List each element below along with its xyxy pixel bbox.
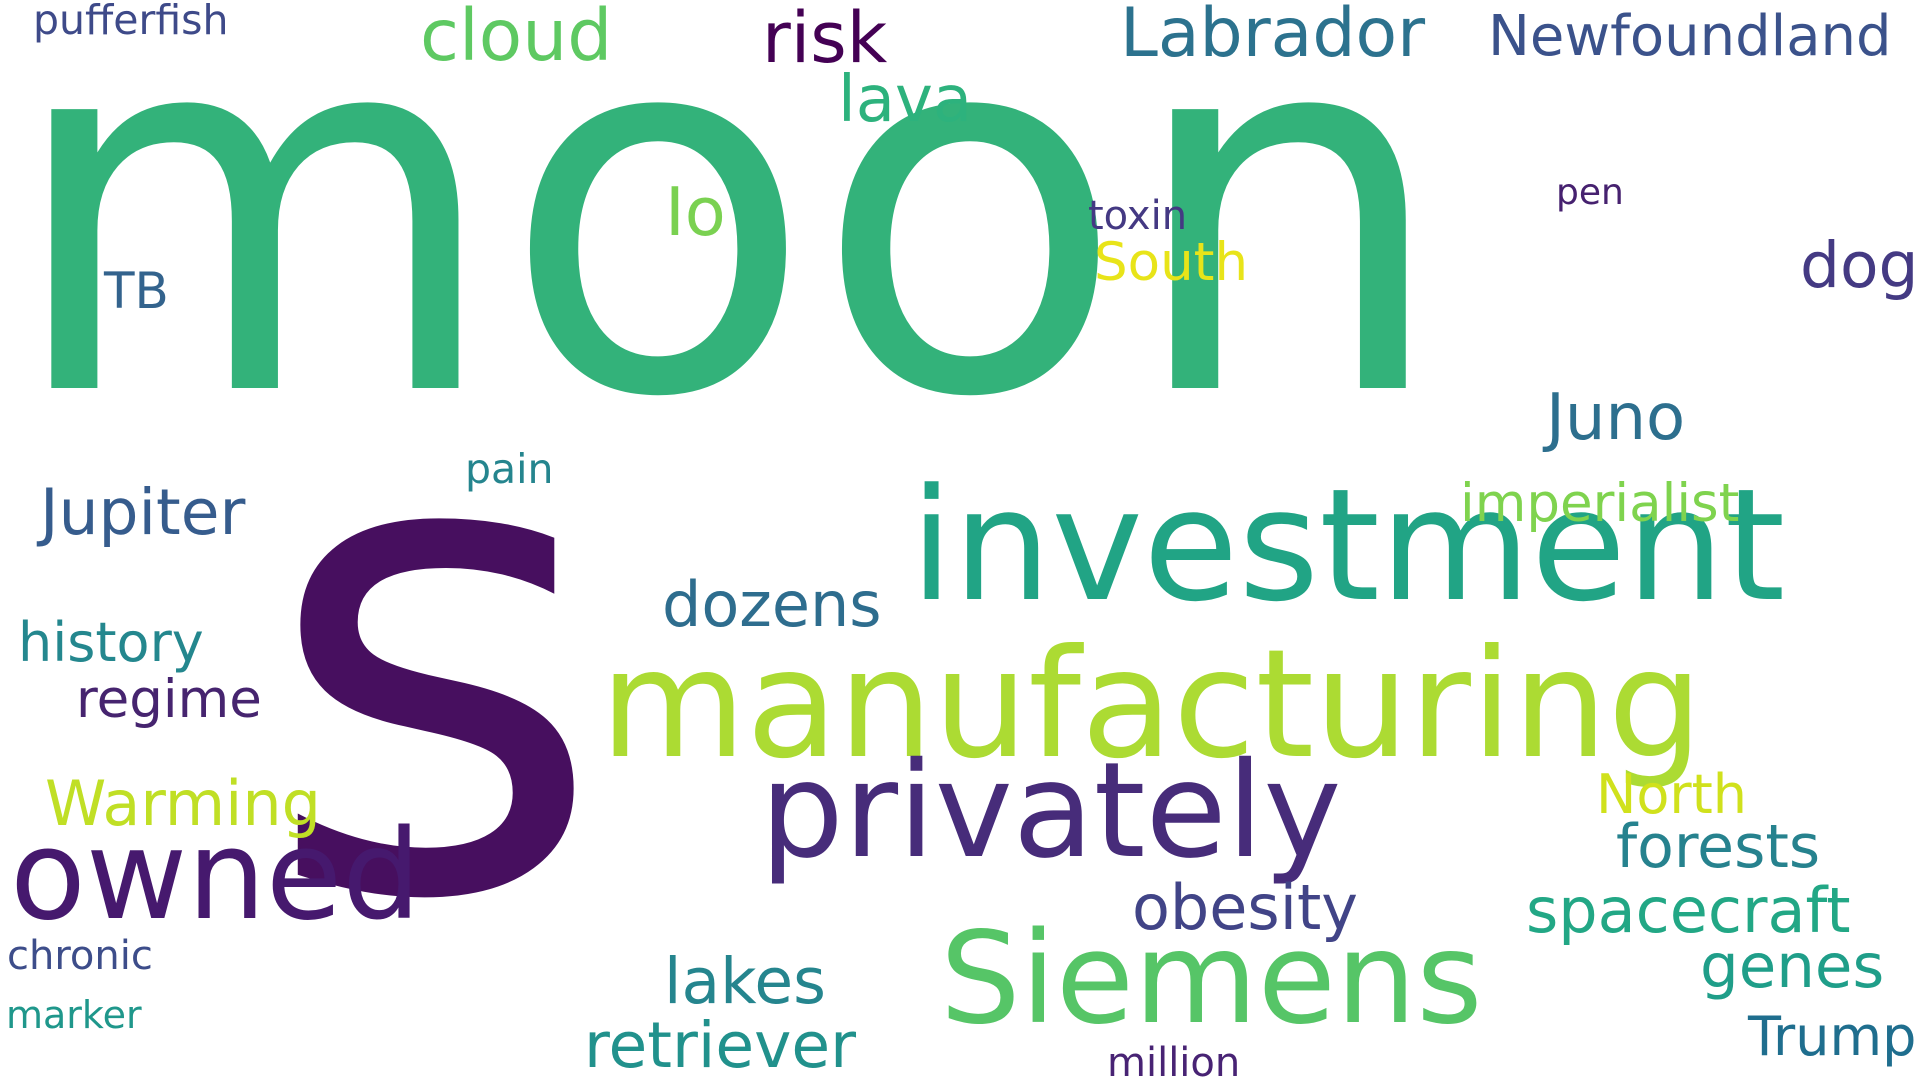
word-chronic: chronic — [7, 933, 153, 979]
word-siemens: Siemens — [940, 904, 1483, 1052]
word-retriever: retriever — [584, 1009, 857, 1082]
word-manufacturing: manufacturing — [600, 618, 1703, 792]
word-lakes: lakes — [664, 945, 826, 1018]
word-tb: TB — [104, 262, 169, 320]
word-forests: forests — [1616, 812, 1821, 882]
word-lava: lava — [838, 63, 973, 137]
word-regime: regime — [76, 669, 262, 730]
word-pufferfish: pufferfish — [33, 0, 229, 44]
word-dozens: dozens — [662, 568, 882, 641]
word-million: million — [1107, 1040, 1241, 1086]
word-trump: Trump — [1748, 1005, 1917, 1068]
word-spacecraft: spacecraft — [1526, 874, 1851, 947]
word-genes: genes — [1700, 931, 1885, 1002]
word-obesity: obesity — [1132, 871, 1358, 944]
word-s: s — [262, 275, 606, 1044]
word-marker: marker — [6, 993, 142, 1037]
word-jupiter: Jupiter — [40, 476, 246, 549]
word-pain: pain — [465, 445, 554, 493]
word-investment: investment — [910, 455, 1786, 636]
word-privately: privately — [760, 734, 1342, 888]
word-juno: Juno — [1546, 381, 1686, 455]
word-moon: moon — [5, 0, 1450, 509]
word-toxin: toxin — [1088, 193, 1188, 239]
word-newfoundland: Newfoundland — [1488, 4, 1892, 69]
word-south: South — [1094, 232, 1249, 293]
word-cloud-text: cloud — [420, 0, 613, 77]
word-imperialist: imperialist — [1460, 473, 1740, 534]
word-dog: dog — [1800, 229, 1919, 302]
word-owned: owned — [10, 804, 421, 948]
word-pen: pen — [1556, 172, 1624, 213]
word-north: North — [1596, 763, 1748, 826]
word-history: history — [18, 611, 204, 674]
word-labrador: Labrador — [1120, 0, 1426, 73]
word-risk: risk — [762, 0, 888, 79]
word-warming: Warming — [45, 767, 322, 840]
word-io: Io — [665, 173, 726, 251]
